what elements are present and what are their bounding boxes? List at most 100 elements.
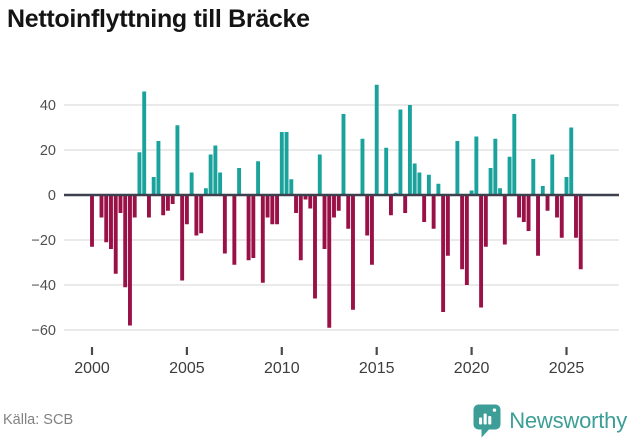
bar [493,138,498,195]
bar [407,105,412,195]
x-axis-tick-label: 2010 [264,360,300,377]
bar [498,188,503,195]
bar [507,156,512,195]
bar [308,195,313,209]
bar [332,195,336,218]
bar [275,195,280,225]
bar [398,109,403,195]
bar [550,154,555,195]
bar [222,195,227,254]
bar [142,91,147,195]
bar [555,195,559,218]
bar [531,159,536,195]
newsworthy-logo: Newsworthy [472,403,627,438]
bar [156,141,161,195]
bar [365,195,370,236]
bar [284,132,289,195]
bar [559,195,564,238]
bar [189,172,194,195]
bar [474,136,479,195]
bar-chart: 40 20 0 −20 −40 −60 2000 2005 2010 2015 2020 2025 [31,84,619,377]
y-axis-tick-label: 20 [40,143,56,159]
bar [403,195,408,213]
bar [194,195,199,236]
bar [218,172,223,195]
bar [341,114,346,195]
bar [180,195,185,281]
bar [360,138,365,195]
bar [99,195,104,218]
bar [346,195,351,229]
bar [170,195,175,204]
y-axis-tick-label: −60 [31,323,56,339]
bar [270,195,275,225]
bar [109,195,113,249]
y-axis-tick-label: −40 [31,278,56,294]
bar [460,195,465,270]
bar [303,195,308,200]
bar [203,188,208,195]
bar [113,195,118,274]
bar [469,190,474,195]
badge-bar-1 [479,417,483,425]
bar [184,195,189,225]
bar [436,183,441,195]
bar [104,195,109,243]
bar [512,114,517,195]
y-axis-tick-label: 0 [48,188,56,204]
bar [464,195,469,285]
bar [165,195,170,211]
bar [161,195,166,216]
bar [260,195,265,283]
badge-bar-3 [488,416,492,425]
badge-bar-2 [483,413,487,425]
bar [289,179,294,195]
bar [488,168,493,195]
bar [336,195,341,211]
bar [422,195,427,222]
bar [445,195,450,256]
bar [351,195,355,310]
bar [118,195,123,213]
bar [521,195,526,222]
bar [132,195,137,218]
bar [388,195,393,216]
bar [246,195,251,261]
bar [441,195,446,312]
newsworthy-badge-icon [473,404,501,438]
bar [483,195,488,247]
source-label: Källa: SCB [3,412,74,428]
bar [431,195,436,229]
bar [123,195,128,288]
bar [569,127,574,195]
x-axis-tick-label: 2025 [549,360,585,377]
x-axis-tick-label: 2000 [74,360,110,377]
bar [151,177,156,195]
bar [279,132,284,195]
bar [578,195,583,270]
bar [175,125,180,195]
bar [237,168,242,195]
bar [374,84,379,195]
page-title: Nettoinflyttning till Bräcke [7,5,310,33]
bar [232,195,237,265]
bar [526,195,531,231]
bar [412,163,417,195]
bar [426,174,431,195]
bar [417,172,422,195]
bar [564,177,569,195]
bar [322,195,327,249]
bar [208,154,213,195]
bar [90,195,94,247]
y-axis-tick-label: 40 [40,98,56,114]
bar [313,195,317,299]
bar [517,195,521,218]
bar [502,195,507,245]
bar [574,195,578,238]
bar [536,195,540,256]
bar [384,147,389,195]
bar [199,195,204,234]
x-axis-tick-label: 2005 [169,360,205,377]
bar [317,154,322,195]
